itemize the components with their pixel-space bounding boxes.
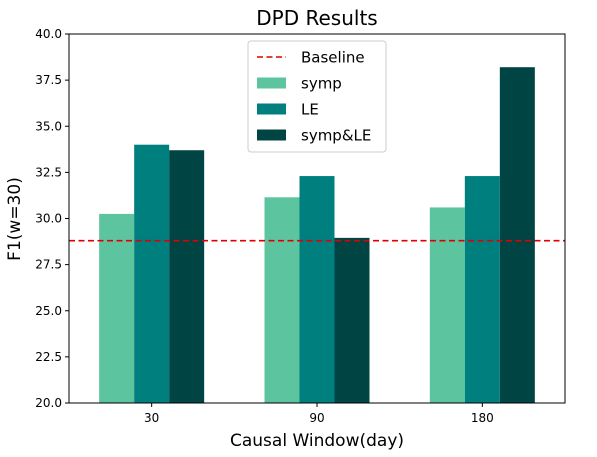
legend-swatch	[257, 129, 286, 141]
y-tick-label: 37.5	[35, 73, 62, 87]
y-tick-label: 25.0	[35, 304, 62, 318]
legend-box	[247, 40, 387, 153]
bar-symp-le-180	[499, 67, 535, 404]
legend-label: symp	[301, 75, 342, 93]
y-tick-label: 30.0	[35, 212, 62, 226]
y-tick-label: 27.5	[35, 258, 62, 272]
bar-symp-le-90	[334, 237, 370, 403]
x-tick-label: 90	[309, 411, 324, 425]
y-tick-label: 35.0	[35, 119, 62, 133]
y-tick-label: 40.0	[35, 27, 62, 41]
bar-le-180	[464, 176, 500, 403]
x-tick-label: 180	[471, 411, 494, 425]
x-tick-label: 30	[144, 411, 159, 425]
bar-symp-180	[429, 207, 465, 403]
legend-label: LE	[301, 101, 319, 119]
bar-symp-90	[264, 197, 300, 403]
y-tick-label: 20.0	[35, 396, 62, 410]
x-axis-title: Causal Window(day)	[230, 431, 404, 451]
y-axis-title: F1(w=30)	[5, 177, 25, 261]
legend-label: symp&LE	[301, 127, 371, 145]
legend: Baseline symp LE symp&LE	[247, 40, 387, 153]
bar-le-90	[299, 176, 335, 403]
y-tick-label: 22.5	[35, 350, 62, 364]
legend-swatch	[257, 77, 286, 89]
legend-label: Baseline	[301, 49, 365, 67]
bars-group	[99, 67, 535, 404]
legend-swatch	[257, 103, 286, 115]
chart-title: DPD Results	[256, 6, 377, 30]
y-axis-ticks: 20.0 22.5 25.0 27.5 30.0 32.5 35.0 37.5 40.0	[35, 27, 69, 410]
bar-le-30	[134, 144, 170, 403]
bar-symp-le-30	[169, 150, 205, 403]
bar-symp-30	[99, 213, 135, 403]
x-axis-ticks: 30 90 180	[144, 403, 494, 425]
y-tick-label: 32.5	[35, 165, 62, 179]
